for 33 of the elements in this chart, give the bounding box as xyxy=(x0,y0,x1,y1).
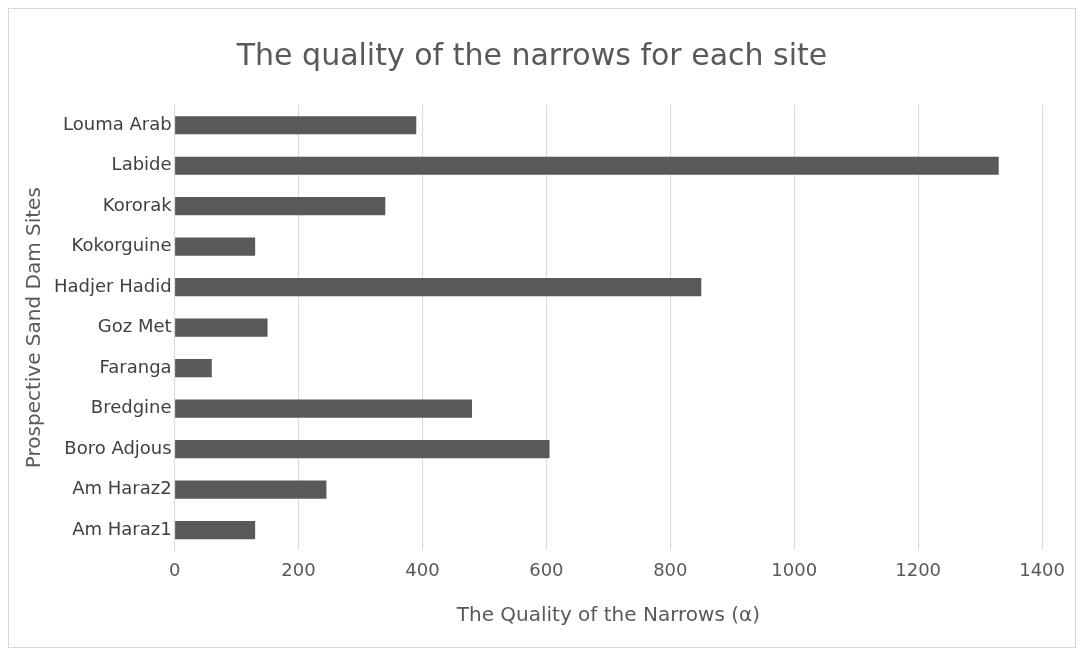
y-tick-label: Am Haraz1 xyxy=(72,517,172,539)
x-tick-label: 1200 xyxy=(895,558,942,580)
bar xyxy=(175,440,550,459)
x-tick-label: 800 xyxy=(653,558,688,580)
bar xyxy=(175,318,268,337)
y-tick-label: Kokorguine xyxy=(71,234,172,256)
x-axis-title: The Quality of the Narrows (α) xyxy=(455,602,760,627)
bar xyxy=(175,480,327,499)
y-tick-label: Bredgine xyxy=(90,396,172,418)
y-tick-label: Hadjer Hadid xyxy=(54,274,172,296)
y-tick-label: Labide xyxy=(111,153,172,175)
bar xyxy=(175,399,473,418)
bar xyxy=(175,156,999,175)
x-tick-label: 1400 xyxy=(1019,558,1065,580)
bar xyxy=(175,197,386,216)
x-tick-label: 200 xyxy=(281,558,316,580)
y-tick-label: Faranga xyxy=(99,355,172,377)
bar xyxy=(175,521,256,540)
chart-title: The quality of the narrows for each site xyxy=(235,36,828,72)
x-tick-label: 600 xyxy=(529,558,564,580)
y-tick-label: Boro Adjous xyxy=(64,436,172,458)
bar xyxy=(175,116,417,135)
y-tick-label: Kororak xyxy=(102,193,173,215)
y-tick-label: Louma Arab xyxy=(63,112,172,134)
y-tick-label: Am Haraz2 xyxy=(72,477,172,499)
bar xyxy=(175,278,702,297)
x-tick-label: 400 xyxy=(405,558,440,580)
bar xyxy=(175,359,212,378)
x-tick-label: 0 xyxy=(168,558,181,580)
x-tick-label: 1000 xyxy=(771,558,818,580)
bar xyxy=(175,237,256,256)
y-axis-title: Prospective Sand Dam Sites xyxy=(21,187,46,469)
y-tick-label: Goz Met xyxy=(97,315,172,337)
